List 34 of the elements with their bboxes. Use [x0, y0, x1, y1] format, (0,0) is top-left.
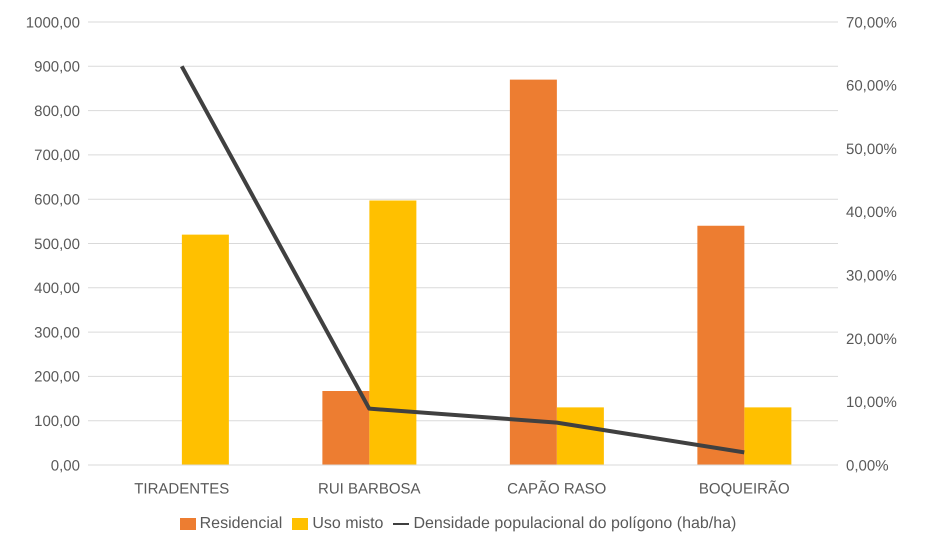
y-tick-label: 0,00 [50, 457, 80, 474]
line-series [180, 64, 746, 454]
y-tick-label: 300,00 [34, 324, 80, 342]
y-tick-label: 500,00 [34, 236, 80, 253]
x-tick-label: BOQUEIRÃO [698, 480, 790, 498]
y2-tick-label: 20,00% [846, 330, 897, 348]
y2-tick-label: 60,00% [846, 78, 897, 95]
x-tick-label: CAPÃO RASO [507, 480, 606, 498]
y-tick-label: 900,00 [34, 58, 80, 76]
y2-tick-label: 30,00% [846, 267, 897, 284]
y-tick-label: 200,00 [34, 368, 80, 386]
bar [182, 234, 229, 465]
bar [556, 407, 604, 465]
y-tick-label: 800,00 [34, 102, 80, 120]
y2-tick-label: 40,00% [846, 204, 897, 222]
y-tick-label: 700,00 [34, 147, 80, 164]
y-tick-label: 100,00 [34, 413, 80, 430]
bar [322, 391, 370, 465]
y2-tick-label: 0,00% [846, 457, 889, 474]
y2-tick-label: 70,00% [846, 14, 897, 32]
x-tick-label: TIRADENTES [134, 480, 230, 498]
x-tick-label: RUI BARBOSA [318, 480, 421, 498]
y-tick-label: 400,00 [34, 280, 80, 298]
y-tick-label: 1000,00 [26, 14, 80, 32]
bar [744, 407, 792, 465]
bar [697, 226, 744, 465]
y2-tick-label: 50,00% [846, 140, 897, 158]
legend-label: Densidade populacional do polígono (hab/ha) [413, 515, 736, 532]
bar [510, 80, 557, 465]
bar [369, 200, 416, 465]
y-tick-label: 600,00 [34, 192, 80, 209]
legend-label: Residencial [200, 515, 282, 532]
legend-label: Uso misto [312, 515, 384, 532]
y2-tick-label: 10,00% [846, 394, 897, 412]
